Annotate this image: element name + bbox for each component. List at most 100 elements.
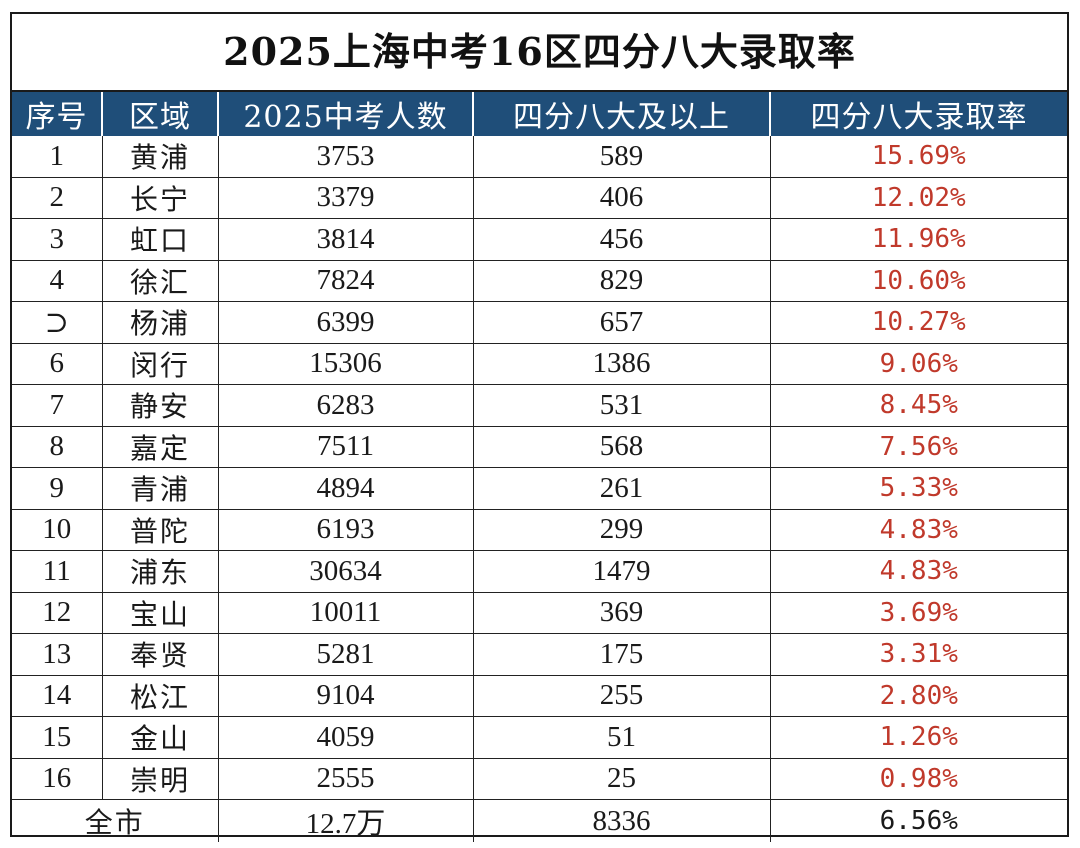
rate-cell: 3.31% xyxy=(770,633,1067,676)
rate-cell: 11.96% xyxy=(770,218,1067,261)
students-cell: 6283 xyxy=(218,384,474,427)
table-row: ⊃ 杨浦 6399 657 10.27% xyxy=(12,301,1067,344)
district-cell: 宝山 xyxy=(102,592,219,634)
total-label-cell: 全市 xyxy=(12,799,219,842)
admitted-cell: 456 xyxy=(473,218,771,261)
admitted-cell: 1479 xyxy=(473,550,771,593)
district-cell: 闵行 xyxy=(102,343,219,385)
district-cell: 青浦 xyxy=(102,467,219,510)
table-row: 10 普陀 6193 299 4.83% xyxy=(12,509,1067,551)
district-cell: 崇明 xyxy=(102,758,219,800)
students-cell: 3814 xyxy=(218,218,474,261)
rate-cell: 1.26% xyxy=(770,716,1067,759)
table-row: 1 黄浦 3753 589 15.69% xyxy=(12,136,1067,178)
students-cell: 2555 xyxy=(218,758,474,800)
rate-cell: 7.56% xyxy=(770,426,1067,468)
row-number-cell: 7 xyxy=(12,384,103,427)
students-cell: 4894 xyxy=(218,467,474,510)
row-number-cell: 16 xyxy=(12,758,103,800)
admitted-cell: 51 xyxy=(473,716,771,759)
rate-cell: 10.60% xyxy=(770,260,1067,302)
row-number-cell: 8 xyxy=(12,426,103,468)
students-cell: 15306 xyxy=(218,343,474,385)
row-number-cell: 14 xyxy=(12,675,103,717)
admitted-cell: 255 xyxy=(473,675,771,717)
admitted-cell: 406 xyxy=(473,177,771,219)
row-number-cell: 3 xyxy=(12,218,103,261)
rate-cell: 12.02% xyxy=(770,177,1067,219)
table-title: 2025上海中考16区四分八大录取率 xyxy=(12,14,1067,92)
row-number-cell: 6 xyxy=(12,343,103,385)
district-cell: 虹口 xyxy=(102,218,219,261)
table-body: 1 黄浦 3753 589 15.69% 2 长宁 3379 406 12.02% 3 虹口 3814 4… xyxy=(12,136,1067,842)
table-row: 4 徐汇 7824 829 10.60% xyxy=(12,260,1067,302)
district-cell: 普陀 xyxy=(102,509,219,551)
students-cell: 4059 xyxy=(218,716,474,759)
admitted-cell: 175 xyxy=(473,633,771,676)
students-cell: 10011 xyxy=(218,592,474,634)
column-header-students: 2025中考人数 xyxy=(218,92,474,136)
admitted-cell: 25 xyxy=(473,758,771,800)
table-row: 16 崇明 2555 25 0.98% xyxy=(12,758,1067,800)
table-row: 12 宝山 10011 369 3.69% xyxy=(12,592,1067,634)
admitted-cell: 299 xyxy=(473,509,771,551)
row-number-cell: 12 xyxy=(12,592,103,634)
students-cell: 5281 xyxy=(218,633,474,676)
column-header-admitted: 四分八大及以上 xyxy=(473,92,771,136)
rate-cell: 0.98% xyxy=(770,758,1067,800)
students-cell: 30634 xyxy=(218,550,474,593)
district-cell: 杨浦 xyxy=(102,301,219,344)
total-students-cell: 12.7万 xyxy=(218,799,474,842)
row-number-cell: 4 xyxy=(12,260,103,302)
row-number-cell: 10 xyxy=(12,509,103,551)
table-row: 15 金山 4059 51 1.26% xyxy=(12,716,1067,759)
header-row: 序号 区域 2025中考人数 四分八大及以上 四分八大录取率 xyxy=(12,92,1067,136)
students-cell: 9104 xyxy=(218,675,474,717)
students-cell: 6193 xyxy=(218,509,474,551)
admitted-cell: 589 xyxy=(473,136,771,178)
students-cell: 7511 xyxy=(218,426,474,468)
row-number-cell: 2 xyxy=(12,177,103,219)
row-number-cell: ⊃ xyxy=(12,301,103,344)
rate-cell: 9.06% xyxy=(770,343,1067,385)
district-cell: 金山 xyxy=(102,716,219,759)
row-number-cell: 1 xyxy=(12,136,103,178)
rate-cell: 10.27% xyxy=(770,301,1067,344)
row-number-cell: 9 xyxy=(12,467,103,510)
admission-table-sheet: 2025上海中考16区四分八大录取率 序号 区域 2025中考人数 四分八大及以… xyxy=(10,12,1069,842)
table-row: 6 闵行 15306 1386 9.06% xyxy=(12,343,1067,385)
district-cell: 黄浦 xyxy=(102,136,219,178)
admitted-cell: 568 xyxy=(473,426,771,468)
admitted-cell: 369 xyxy=(473,592,771,634)
table-row: 11 浦东 30634 1479 4.83% xyxy=(12,550,1067,593)
students-cell: 3753 xyxy=(218,136,474,178)
row-number-cell: 11 xyxy=(12,550,103,593)
district-cell: 奉贤 xyxy=(102,633,219,676)
admission-table: 序号 区域 2025中考人数 四分八大及以上 四分八大录取率 1 黄浦 3753 58… xyxy=(12,92,1067,842)
table-row: 3 虹口 3814 456 11.96% xyxy=(12,218,1067,261)
column-header-rate: 四分八大录取率 xyxy=(770,92,1067,136)
district-cell: 长宁 xyxy=(102,177,219,219)
rate-cell: 4.83% xyxy=(770,509,1067,551)
table-row: 2 长宁 3379 406 12.02% xyxy=(12,177,1067,219)
students-cell: 6399 xyxy=(218,301,474,344)
admitted-cell: 829 xyxy=(473,260,771,302)
district-cell: 松江 xyxy=(102,675,219,717)
rate-cell: 4.83% xyxy=(770,550,1067,593)
table-row: 13 奉贤 5281 175 3.31% xyxy=(12,633,1067,676)
column-header-no: 序号 xyxy=(12,92,103,136)
students-cell: 3379 xyxy=(218,177,474,219)
total-admitted-cell: 8336 xyxy=(473,799,771,842)
rate-cell: 15.69% xyxy=(770,136,1067,178)
rate-cell: 3.69% xyxy=(770,592,1067,634)
admitted-cell: 1386 xyxy=(473,343,771,385)
district-cell: 静安 xyxy=(102,384,219,427)
rate-cell: 5.33% xyxy=(770,467,1067,510)
district-cell: 嘉定 xyxy=(102,426,219,468)
admitted-cell: 531 xyxy=(473,384,771,427)
students-cell: 7824 xyxy=(218,260,474,302)
row-number-cell: 15 xyxy=(12,716,103,759)
admitted-cell: 261 xyxy=(473,467,771,510)
district-cell: 浦东 xyxy=(102,550,219,593)
table-row: 8 嘉定 7511 568 7.56% xyxy=(12,426,1067,468)
